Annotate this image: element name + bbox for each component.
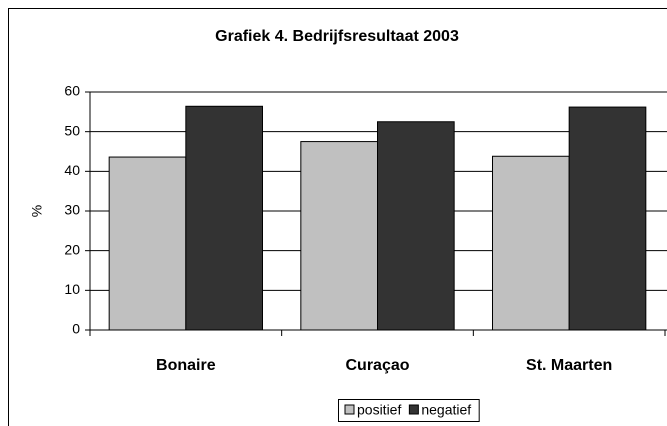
- y-axis-label: %: [29, 205, 45, 217]
- legend-label: positief: [357, 402, 401, 418]
- bar: [377, 121, 455, 331]
- bar: [300, 141, 379, 331]
- legend-swatch: [344, 404, 355, 415]
- y-tick-label: 30: [64, 202, 80, 218]
- legend-label: negatief: [421, 402, 471, 418]
- y-tick-label: 20: [64, 241, 80, 257]
- y-tick-label: 60: [64, 83, 80, 99]
- y-tick-label: 0: [72, 321, 80, 337]
- y-tick-label: 10: [64, 281, 80, 297]
- y-tick-label: 50: [64, 122, 80, 138]
- y-tick-label: 40: [64, 162, 80, 178]
- x-tick-label: Curaçao: [345, 357, 409, 374]
- bar: [492, 155, 570, 331]
- bar: [185, 105, 263, 331]
- bar: [568, 106, 647, 331]
- chart-title: Grafiek 4. Bedrijfsresultaat 2003: [215, 28, 459, 45]
- legend-box: [338, 399, 480, 422]
- bar: [108, 156, 187, 331]
- legend-swatch: [408, 404, 419, 415]
- x-tick-label: Bonaire: [156, 357, 216, 374]
- x-tick-label: St. Maarten: [526, 357, 612, 374]
